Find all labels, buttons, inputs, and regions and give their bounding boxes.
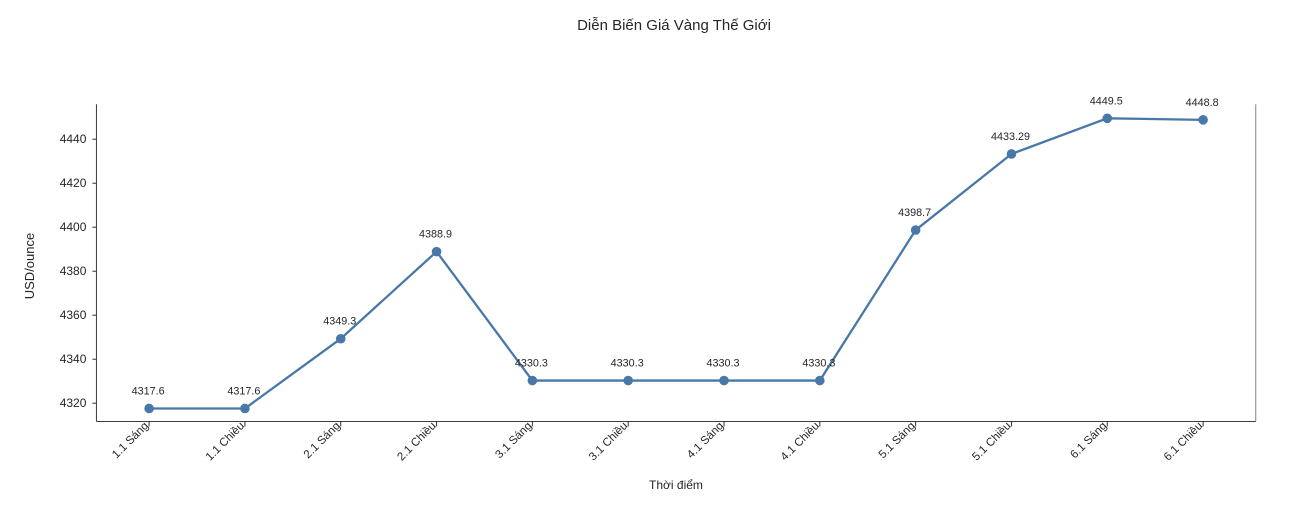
svg-text:3.1 Chiều: 3.1 Chiều: [587, 420, 630, 463]
svg-text:4330.3: 4330.3: [706, 358, 739, 370]
svg-text:5.1 Sáng: 5.1 Sáng: [877, 420, 918, 461]
svg-text:4400: 4400: [60, 220, 87, 234]
svg-text:4.1 Sáng: 4.1 Sáng: [685, 420, 726, 461]
svg-text:4349.3: 4349.3: [323, 316, 356, 328]
svg-text:1.1 Sáng: 1.1 Sáng: [110, 420, 151, 461]
svg-text:2.1 Sáng: 2.1 Sáng: [302, 420, 343, 461]
svg-text:4380: 4380: [60, 264, 87, 278]
svg-text:4440: 4440: [60, 132, 87, 146]
svg-text:4330.3: 4330.3: [515, 358, 548, 370]
svg-text:4320: 4320: [60, 396, 87, 410]
svg-text:4449.5: 4449.5: [1090, 95, 1123, 107]
svg-text:4317.6: 4317.6: [227, 385, 260, 397]
svg-text:4388.9: 4388.9: [419, 229, 452, 241]
svg-text:3.1 Sáng: 3.1 Sáng: [493, 420, 534, 461]
svg-text:4.1 Chiều: 4.1 Chiều: [779, 420, 822, 463]
svg-text:4330.3: 4330.3: [802, 358, 835, 370]
svg-text:4317.6: 4317.6: [132, 385, 165, 397]
svg-text:5.1 Chiều: 5.1 Chiều: [970, 420, 1013, 463]
svg-text:4360: 4360: [60, 308, 87, 322]
svg-text:4448.8: 4448.8: [1186, 97, 1219, 109]
svg-text:Thời điểm: Thời điểm: [649, 478, 703, 492]
svg-text:6.1 Chiều: 6.1 Chiều: [1162, 420, 1205, 463]
svg-text:4433.29: 4433.29: [991, 131, 1030, 143]
svg-text:4340: 4340: [60, 352, 87, 366]
svg-text:6.1 Sáng: 6.1 Sáng: [1068, 420, 1109, 461]
svg-text:2.1 Chiều: 2.1 Chiều: [395, 420, 438, 463]
svg-text:4420: 4420: [60, 176, 87, 190]
svg-text:4330.3: 4330.3: [611, 358, 644, 370]
svg-text:USD/ounce: USD/ounce: [22, 233, 37, 299]
svg-text:4398.7: 4398.7: [898, 207, 931, 219]
svg-text:1.1 Chiều: 1.1 Chiều: [204, 420, 247, 463]
